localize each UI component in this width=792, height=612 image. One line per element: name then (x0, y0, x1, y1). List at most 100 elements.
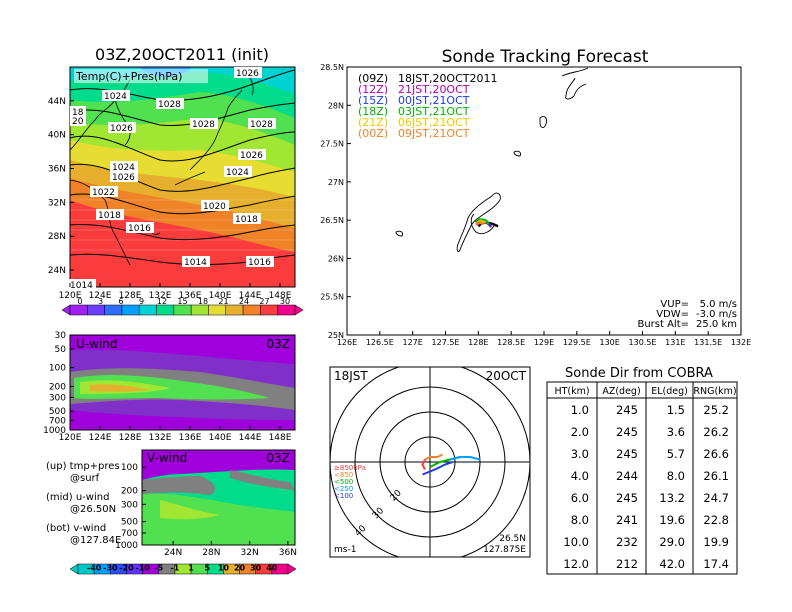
isobar-label-bg (248, 118, 276, 129)
surface-panel-label: Temp(C)+Pres(hPa) (75, 70, 182, 83)
v-wind-y-tick-label: 200 (121, 487, 138, 497)
isobar-label: 1028 (250, 120, 273, 130)
param-name: Burst Alt= (637, 319, 689, 330)
wind-colorbar-label: 10 (218, 564, 230, 573)
isobar-label-bg (126, 222, 154, 233)
v-wind-frame (141, 449, 296, 546)
cobra-table: HT(km) AZ(deg) EL(deg) RNG(km) 1.0 245 1.5 25.2… (546, 381, 738, 575)
hodograph-level-label: <500 (334, 478, 353, 486)
note-up-line2: @surf (70, 473, 100, 484)
isobar-label: 1026 (112, 173, 135, 183)
table-cell: 8.0 (667, 469, 685, 483)
isobar-label: 1022 (92, 188, 115, 198)
track-x-tick-label: 129E (534, 338, 554, 347)
wind-colorbar-label: 1 (188, 564, 194, 573)
temp-colorbar-label: 24 (239, 297, 249, 306)
legend-code: (12Z) (358, 83, 388, 96)
u-wind-time: 03Z (267, 337, 291, 351)
hodograph-time: 18JST (334, 369, 368, 383)
table-cell: 26.6 (703, 447, 729, 461)
table-cell: 245 (616, 447, 638, 461)
wind-colorbar-label: -20 (119, 564, 134, 573)
table-cell: 42.0 (659, 557, 685, 571)
track-x-tick-label: 129.5E (563, 338, 591, 347)
u-wind-x-tick-label: 148E (269, 433, 292, 443)
table-cell: 212 (616, 557, 638, 571)
surface-x-tick-label: 128E (119, 291, 142, 301)
table-cell: 13.2 (659, 491, 685, 505)
isobar-label: 1024 (112, 163, 135, 173)
table-cell: 245 (616, 403, 638, 417)
param-value: -3.0 m/s (696, 309, 737, 320)
isobar-label: 1016 (248, 258, 271, 268)
hodograph-level-label: <100 (334, 492, 353, 500)
u-wind-y-tick-label: 30 (55, 331, 67, 341)
isobar-label-bg (234, 67, 262, 78)
hodograph-lat: 26.5N (499, 534, 526, 544)
temp-colorbar-label: 3 (98, 297, 103, 306)
wind-colorbar: -40 -30 -20 -10 -5 -1 1 5 10 20 30 40 (69, 563, 297, 575)
isobar-label-bg (110, 171, 138, 182)
wind-colorbar-label: 5 (204, 564, 210, 573)
isobar-label: 1014 (184, 258, 207, 268)
hodograph-trace (424, 453, 443, 461)
surface-x-tick-label: 132E (149, 291, 172, 301)
note-mid-line1: (mid) u-wind (46, 492, 109, 503)
surface-y-tick-label: 36N (48, 165, 66, 175)
surface-x-tick-label: 144E (239, 291, 262, 301)
sonde-track (474, 218, 490, 225)
v-wind-y-tick-label: 500 (121, 518, 138, 528)
isobar-label-bg (182, 256, 210, 267)
table-cell: 19.9 (703, 535, 729, 549)
surface-map-frame (69, 66, 296, 288)
legend-time: 00JST,21OCT (398, 94, 470, 107)
track-x-tick-label: 128.5E (497, 338, 525, 347)
u-wind-x-ticks: 120E 124E 128E 132E 136E 140E 144E 148E (59, 426, 292, 443)
surface-y-ticks: 24N 28N 32N 36N 40N 44N (48, 97, 74, 276)
isobar-label-bg (90, 186, 118, 197)
isobar-label-bg (190, 118, 218, 129)
track-panel: Sonde Tracking Forecast (09Z) 18JST,20OCT… (320, 47, 751, 347)
table-cell: 4.0 (571, 469, 589, 483)
track-x-tick-label: 132E (731, 338, 751, 347)
wind-colorbar-label: -10 (135, 564, 150, 573)
table-header-cell: AZ(deg) (602, 386, 640, 397)
surface-x-tick-label: 140E (209, 291, 232, 301)
isobar-label: 1026 (240, 151, 263, 161)
temp-colorbar-label: 12 (157, 297, 167, 306)
track-x-tick-label: 130.5E (629, 338, 657, 347)
isobar-label-bg (238, 149, 266, 160)
legend-code: (09Z) (358, 72, 388, 85)
table-cell: 12.0 (563, 557, 589, 571)
hodograph-lon: 127.875E (483, 545, 526, 555)
hodograph-trace (449, 456, 481, 461)
v-wind-x-tick-label: 28N (202, 548, 220, 558)
table-cell: 1.5 (667, 403, 685, 417)
note-mid-line2: @26.50N (70, 504, 116, 515)
table-cell: 26.1 (703, 469, 729, 483)
isobar-label-bg (108, 122, 136, 133)
note-up-line1: (up) tmp+pres (46, 461, 120, 472)
v-wind-y-tick-label: 100 (121, 463, 138, 473)
temp-colorbar-label: 15 (177, 297, 187, 306)
surface-x-tick-label: 148E (269, 291, 292, 301)
legend-code: (00Z) (358, 127, 388, 140)
table-cell: 245 (616, 425, 638, 439)
table-cell: 232 (616, 535, 638, 549)
table-cell: 29.0 (659, 535, 685, 549)
isobar-label: 1020 (203, 202, 226, 212)
table-cell: 8.0 (571, 513, 589, 527)
track-title: Sonde Tracking Forecast (442, 47, 649, 67)
table-cell: 17.4 (703, 557, 729, 571)
v-wind-field (142, 450, 295, 545)
u-wind-y-tick-label: 50 (55, 345, 67, 355)
hodograph-level-label: ≥850hPa (334, 464, 366, 472)
wind-colorbar-high-arrow (287, 563, 297, 575)
surface-y-tick-label: 44N (48, 97, 66, 107)
isobar-label-bg (246, 256, 274, 267)
track-x-tick-label: 130E (600, 338, 620, 347)
table-cell: 3.6 (667, 425, 685, 439)
isobar-label: 1018 (98, 211, 121, 221)
